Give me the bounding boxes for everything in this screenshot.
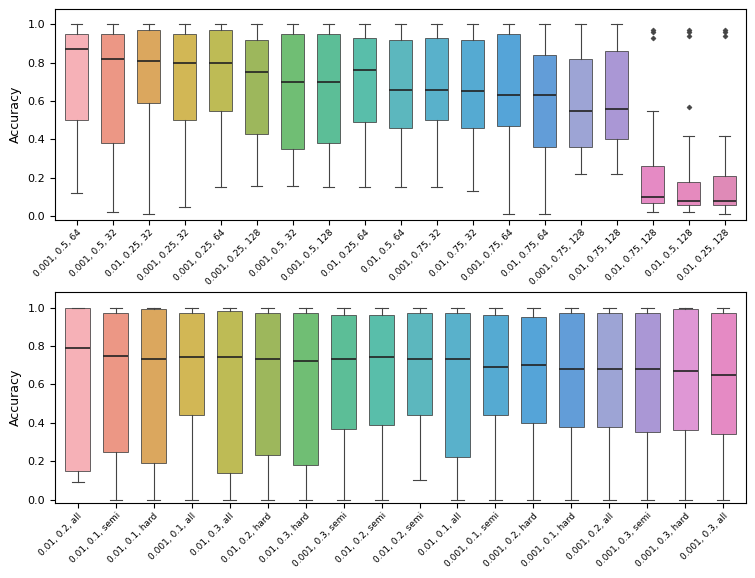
PathPatch shape <box>103 313 128 451</box>
PathPatch shape <box>369 315 394 425</box>
PathPatch shape <box>497 34 520 126</box>
PathPatch shape <box>255 313 280 455</box>
PathPatch shape <box>217 312 242 473</box>
PathPatch shape <box>317 34 341 143</box>
PathPatch shape <box>281 34 304 149</box>
PathPatch shape <box>445 313 470 457</box>
Y-axis label: Accuracy: Accuracy <box>9 86 22 143</box>
PathPatch shape <box>179 313 204 415</box>
PathPatch shape <box>173 34 196 120</box>
PathPatch shape <box>65 34 88 120</box>
PathPatch shape <box>713 176 736 205</box>
PathPatch shape <box>209 30 233 110</box>
PathPatch shape <box>559 313 584 427</box>
PathPatch shape <box>711 313 735 434</box>
PathPatch shape <box>676 181 700 205</box>
PathPatch shape <box>635 313 660 432</box>
PathPatch shape <box>66 307 90 470</box>
PathPatch shape <box>461 40 484 128</box>
PathPatch shape <box>353 38 376 122</box>
PathPatch shape <box>425 38 448 120</box>
PathPatch shape <box>407 313 432 415</box>
PathPatch shape <box>141 309 166 463</box>
PathPatch shape <box>137 30 160 103</box>
PathPatch shape <box>597 313 621 427</box>
PathPatch shape <box>641 166 664 203</box>
PathPatch shape <box>569 59 592 147</box>
PathPatch shape <box>245 40 268 134</box>
PathPatch shape <box>673 309 698 431</box>
PathPatch shape <box>293 313 318 465</box>
PathPatch shape <box>389 40 412 128</box>
PathPatch shape <box>483 315 508 415</box>
PathPatch shape <box>533 55 556 147</box>
Y-axis label: Accuracy: Accuracy <box>9 369 22 427</box>
PathPatch shape <box>331 315 356 428</box>
PathPatch shape <box>521 317 546 423</box>
PathPatch shape <box>605 51 628 139</box>
PathPatch shape <box>101 34 125 143</box>
